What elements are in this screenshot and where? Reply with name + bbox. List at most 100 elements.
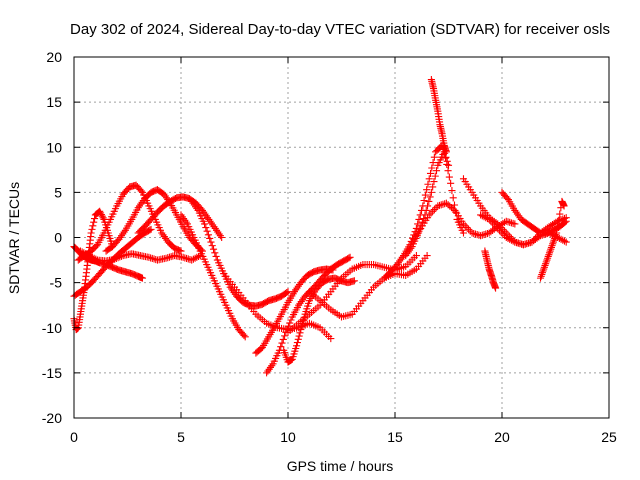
data-point [290,350,298,358]
data-point [147,207,156,215]
data-point [295,332,303,340]
data-point [499,190,507,198]
data-point [135,184,143,192]
data-point [171,194,179,203]
data-point [456,221,464,229]
data-point [293,342,301,350]
data-point [123,186,131,194]
data-point [183,220,191,228]
data-point [122,187,130,195]
series-arc-9 [220,270,335,343]
data-point [213,282,221,290]
data-point [222,301,230,309]
data-point [279,335,287,344]
data-point [503,194,511,202]
data-point [145,202,153,210]
data-point [221,298,229,307]
data-point [391,263,399,272]
data-point [217,264,225,272]
data-point [304,302,312,310]
data-point [387,268,395,276]
data-point [388,266,396,274]
data-point [430,153,438,161]
data-point [441,154,450,162]
data-point [207,238,215,246]
data-point [454,218,462,226]
data-point [296,329,304,337]
data-point [218,293,226,301]
data-point [105,218,113,226]
series-arc-17 [427,76,450,156]
data-point [289,353,297,361]
data-point [143,220,151,228]
data-point [219,296,227,304]
data-point [195,244,203,252]
data-point [334,260,343,268]
x-tick-label: 10 [280,429,296,445]
data-point [215,288,224,296]
data-point [96,270,104,278]
data-point [200,255,208,263]
y-tick-label: 15 [46,94,62,110]
data-point [306,270,314,278]
data-point [239,330,247,338]
x-tick-label: 20 [494,429,510,445]
data-point [553,229,561,237]
data-point [429,159,437,167]
data-point [502,193,510,201]
data-point [562,238,570,246]
data-point [346,253,354,261]
data-point [560,202,568,210]
y-tick-label: 10 [46,139,62,155]
data-point [333,261,341,269]
data-point [511,220,519,228]
data-point [133,183,141,191]
data-point [211,249,219,257]
data-point [269,360,277,368]
data-point [156,226,165,234]
data-point [428,164,436,172]
data-point [170,195,178,203]
data-point [427,188,435,196]
data-point [431,172,439,180]
data-point [423,202,432,210]
data-point [420,196,428,205]
data-point [97,268,105,276]
data-point [453,215,461,223]
data-point [218,233,226,242]
data-point [288,355,296,363]
y-tick-label: 0 [54,230,62,246]
data-point [458,226,466,234]
series-arc-5 [102,186,206,255]
series-arc-21 [477,211,570,249]
data-point [110,207,118,215]
data-point [281,332,289,340]
data-layer [70,76,570,377]
data-point [337,258,345,266]
data-point [138,274,147,282]
chart-title: Day 302 of 2024, Sidereal Day-to-day VTE… [70,21,610,38]
data-point [313,284,321,292]
data-point [98,267,106,275]
data-point [142,228,150,236]
y-tick-label: -10 [42,320,62,336]
data-point [304,299,313,307]
data-point [139,224,147,232]
data-point [343,255,352,263]
data-point [147,215,155,223]
data-point [143,227,151,236]
data-point [415,215,423,223]
data-point [132,181,140,189]
data-point [323,276,331,284]
series-arc-23 [536,197,568,282]
data-point [298,322,306,331]
data-point [308,268,316,277]
data-point [89,222,97,230]
series-arc-16 [402,148,468,260]
data-point [146,226,154,234]
data-point [92,274,100,282]
data-point [154,221,162,229]
data-point [110,241,118,249]
series-arc-22 [498,188,570,237]
data-point [429,183,437,191]
